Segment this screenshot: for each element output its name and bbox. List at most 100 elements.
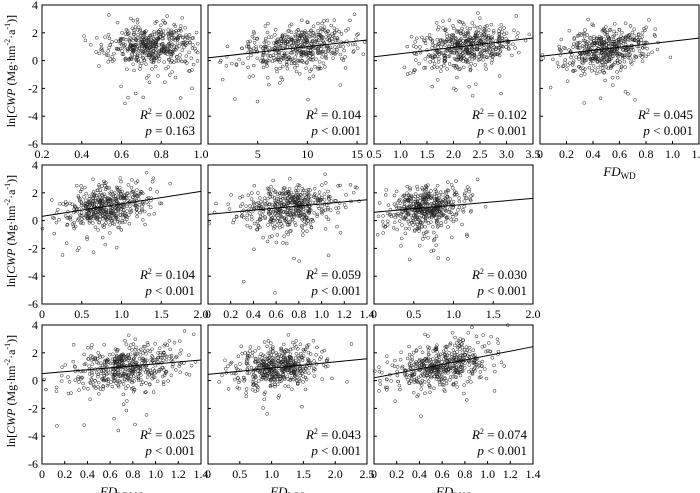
y-tick-label: -6 [28,457,38,471]
y-tick-label: 2 [32,346,38,360]
y-tick-label: -2 [28,401,38,415]
x-tick-label: 0.8 [639,147,654,161]
x-tick-label: 0 [39,467,45,481]
x-tick-label: 1.0 [114,307,129,321]
r-squared-annotation: R2 = 0.043 [305,427,361,442]
x-tick-label: 0.2 [389,467,404,481]
y-tick-label: 0 [32,374,38,388]
x-tick-label: 0.2 [223,307,238,321]
x-tick-label: 1.2 [337,307,352,321]
y-tick-label: 2 [32,26,38,40]
p-value-annotation: p < 0.001 [476,123,527,138]
p-value-annotation: p < 0.001 [476,283,527,298]
x-tick-label: 0.6 [435,467,450,481]
x-tick-label: 1.2 [503,467,518,481]
x-axis-label: FDLCC [269,484,305,493]
panel-3: 0.51.01.52.02.53.03.5FDcomR2 = 0.102p < … [367,5,541,181]
r-squared-annotation: R2 = 0.045 [637,107,693,122]
y-tick-label: -6 [28,297,38,311]
p-value-annotation: p < 0.001 [310,123,361,138]
x-tick-label: 1.0 [665,147,680,161]
x-tick-label: 1.4 [526,467,541,481]
x-tick-label: 0.8 [125,467,140,481]
panel-7: 00.51.01.52.0FDLAR2 = 0.030p < 0.001 [371,165,541,341]
x-tick-label: 10 [301,147,313,161]
x-tick-label: 0.5 [367,147,382,161]
r-squared-annotation: R2 = 0.030 [471,267,527,282]
r-squared-annotation: R2 = 0.025 [139,427,195,442]
x-tick-label: 0.4 [586,147,601,161]
p-value-annotation: p < 0.001 [642,123,693,138]
x-tick-label: 0.6 [114,147,129,161]
r-squared-annotation: R2 = 0.002 [139,107,195,122]
x-tick-label: 1.2 [692,147,700,161]
x-tick-label: 1.0 [480,467,495,481]
y-tick-label: -4 [28,269,38,283]
x-tick-label: 0.6 [103,467,118,481]
x-tick-label: 1.0 [446,307,461,321]
x-tick-label: 3.0 [499,147,514,161]
x-tick-label: 2.0 [446,147,461,161]
x-axis-label: FDWD [602,164,636,181]
x-tick-label: 0.4 [80,467,95,481]
x-tick-label: 1.0 [264,467,279,481]
y-tick-label: 4 [32,318,38,332]
r-squared-annotation: R2 = 0.102 [471,107,527,122]
x-tick-label: 1.0 [314,307,329,321]
x-tick-label: 0 [371,467,377,481]
x-tick-label: 0.5 [74,307,89,321]
x-tick-label: 0 [537,147,543,161]
y-tick-label: 0 [32,214,38,228]
x-tick-label: 0.5 [406,307,421,321]
y-tick-label: 4 [32,0,38,12]
x-tick-label: 1.5 [154,307,169,321]
y-tick-label: 0 [32,54,38,68]
x-tick-label: 1.2 [171,467,186,481]
x-tick-label: 0.2 [559,147,574,161]
x-tick-label: 0 [39,307,45,321]
r-squared-annotation: R2 = 0.104 [305,107,362,122]
panel-9: 00.51.01.52.02.5FDLCCR2 = 0.043p < 0.001 [205,325,375,493]
x-tick-label: 0.6 [269,307,284,321]
y-tick-label: -2 [28,81,38,95]
panel-10: 00.20.40.60.81.01.21.4FDLNCR2 = 0.074p <… [371,324,541,493]
x-tick-label: 1.5 [486,307,501,321]
x-tick-label: 0.5 [232,467,247,481]
x-tick-label: 0.4 [74,147,89,161]
x-tick-label: 1.0 [194,147,209,161]
r-squared-annotation: R2 = 0.059 [305,267,361,282]
panel-1: -6-4-20240.20.40.60.81.0FEveR2 = 0.002p … [28,0,209,181]
x-axis-label: FDLNC [435,484,471,493]
p-value-annotation: p < 0.001 [144,443,195,458]
x-tick-label: 0.4 [412,467,427,481]
panel-6: 00.20.40.60.81.01.21.4FDSLAR2 = 0.059p <… [205,165,375,341]
p-value-annotation: p < 0.001 [144,283,195,298]
y-tick-label: -2 [28,241,38,255]
y-tick-label: -4 [28,429,38,443]
y-tick-label: -4 [28,109,38,123]
x-tick-label: 0.6 [612,147,627,161]
x-tick-label: 0.8 [457,467,472,481]
x-tick-label: 5 [255,147,261,161]
x-tick-label: 0 [205,467,211,481]
y-tick-label: 4 [32,158,38,172]
x-tick-label: 0.8 [154,147,169,161]
p-value-annotation: p = 0.163 [144,123,195,138]
r-squared-annotation: R2 = 0.104 [139,267,196,282]
x-tick-label: 2.0 [526,307,541,321]
x-tick-label: 0.8 [291,307,306,321]
panel-2: 51015FDQR2 = 0.104p < 0.001 [208,5,367,181]
p-value-annotation: p < 0.001 [310,443,361,458]
x-tick-label: 2.0 [328,467,343,481]
panel-8: -6-4-202400.20.40.60.81.01.21.4FDLDMCR2 … [28,318,209,493]
x-tick-label: 1.5 [296,467,311,481]
x-tick-label: 0 [371,307,377,321]
x-tick-label: 1.5 [420,147,435,161]
panel-5: -6-4-202400.51.01.52.0FDMHR2 = 0.104p < … [28,158,209,341]
x-tick-label: 0.2 [57,467,72,481]
x-tick-label: 1.0 [393,147,408,161]
x-axis-label: FDLDMC [99,484,143,493]
x-tick-label: 0 [205,307,211,321]
